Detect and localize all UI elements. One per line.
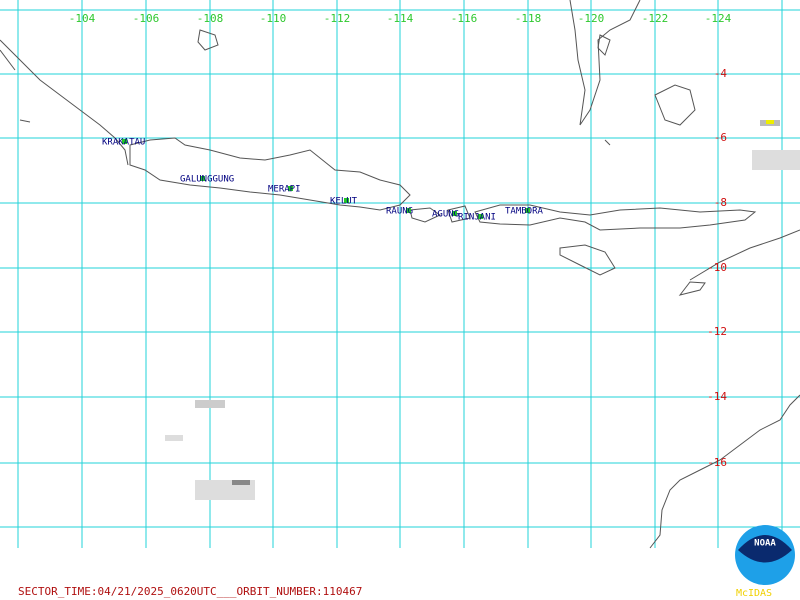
cloud [195, 400, 225, 408]
coast-java [129, 137, 411, 211]
volcano-marker [452, 211, 457, 216]
lon-label: -116 [451, 12, 478, 25]
volcano-marker [406, 208, 411, 213]
cloud [752, 150, 800, 170]
volcano-marker [478, 214, 483, 219]
volcano-label: GALUNGGUNG [180, 175, 234, 185]
volcano-marker [288, 186, 293, 191]
grid [0, 0, 800, 548]
logo-name: NOAA [754, 539, 776, 549]
lon-label: -118 [515, 12, 542, 25]
coast-timor [678, 229, 800, 296]
lat-label: -6 [714, 131, 727, 144]
lon-label: -124 [705, 12, 732, 25]
coast-sumbawa-flores [474, 204, 757, 231]
lon-label: -120 [578, 12, 605, 25]
cloud [165, 435, 183, 441]
lon-label: -122 [642, 12, 669, 25]
volcano-marker [122, 139, 127, 144]
coast-sumatra [0, 39, 129, 166]
lat-label: -8 [714, 196, 727, 209]
coast-australia [649, 394, 800, 549]
lat-label: -16 [707, 456, 727, 469]
lon-label: -114 [387, 12, 414, 25]
coast-sumba [559, 244, 616, 276]
lon-label: -106 [133, 12, 160, 25]
lon-label: -110 [260, 12, 287, 25]
volcano-label: RAUNG [386, 207, 413, 217]
coast-bali-lombok [409, 205, 471, 223]
labels: -104 -106 -108 -110 -112 -114 -116 -118 -120 -122… [69, 12, 732, 469]
noaa-logo: NOAA McIDAS [735, 525, 795, 599]
volcano-label: MERAPI [268, 185, 301, 195]
cloud-patches [165, 120, 800, 500]
lat-label: -4 [714, 67, 728, 80]
lat-label: -14 [707, 390, 727, 403]
volcano-label: AGUNG [432, 210, 459, 220]
lat-label: -10 [707, 261, 727, 274]
coast-islands [19, 29, 611, 123]
coastlines [0, 0, 800, 549]
volcano-label: RINJANI [458, 213, 496, 223]
coast-sulawesi [569, 0, 696, 146]
lat-label: -12 [707, 325, 727, 338]
lon-label: -108 [197, 12, 224, 25]
hotspot [766, 120, 774, 124]
volcano-label: KRAKATAU [102, 138, 145, 148]
volcano-marker [344, 198, 349, 203]
lon-label: -104 [69, 12, 96, 25]
logo-bird [738, 535, 792, 563]
volcanoes: KRAKATAU GALUNGGUNG MERAPI KELUT RAUNG AGUNGR… [102, 138, 544, 223]
cloud [232, 480, 250, 485]
footer: SECTOR_TIME:04/21/2025_0620UTC___ORBIT_N… [18, 585, 362, 598]
logo-caption: McIDAS [736, 588, 772, 599]
volcano-marker [525, 208, 530, 213]
lon-label: -112 [324, 12, 351, 25]
volcano-label: KELUT [330, 197, 358, 207]
volcano-marker [200, 176, 205, 181]
volcano-label: TAMBORA [505, 207, 544, 217]
